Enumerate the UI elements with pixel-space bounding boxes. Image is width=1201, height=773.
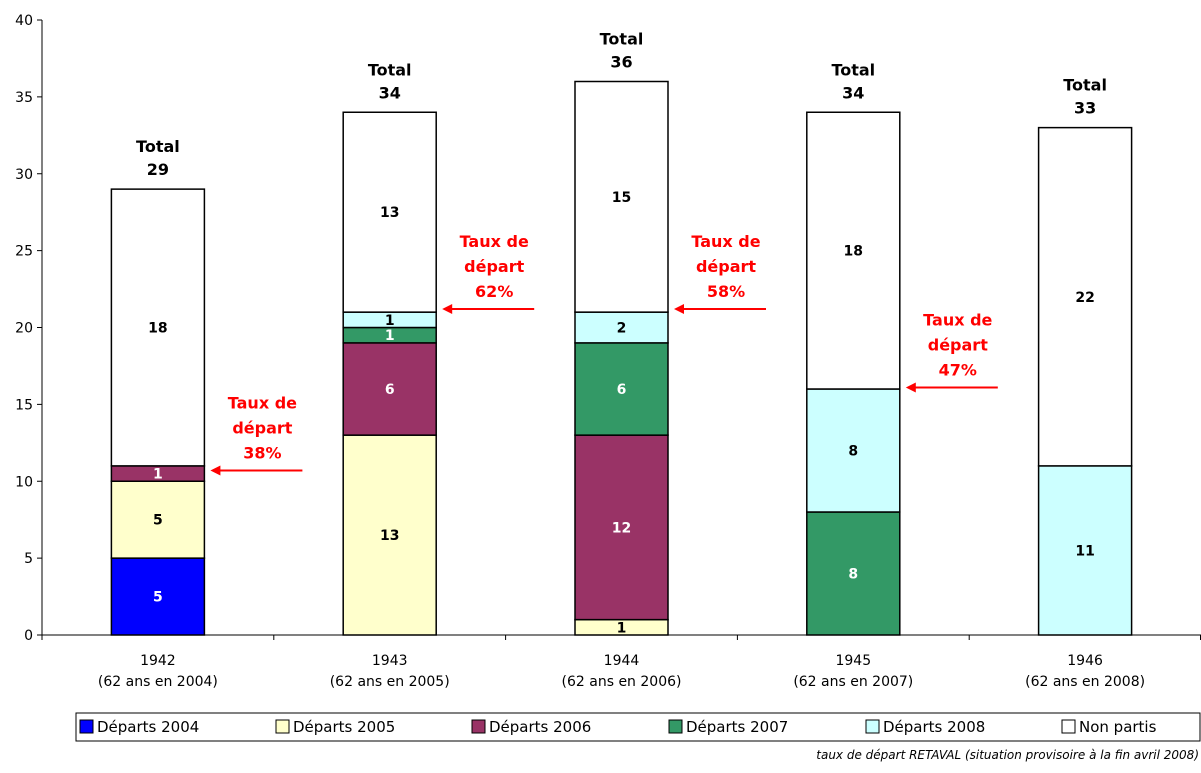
bar-segment [806, 511, 901, 636]
total-label: Total [1063, 76, 1107, 95]
bar-value-label: 18 [844, 244, 863, 260]
bar-value-label: 1 [153, 467, 163, 483]
total-value: 33 [1074, 99, 1096, 118]
x-category-label: (62 ans en 2005) [330, 674, 450, 690]
bar-segment [110, 188, 206, 467]
bar-value-label: 6 [617, 382, 627, 398]
rate-annotation-text: Taux de [923, 310, 992, 329]
legend-swatch [668, 719, 683, 734]
total-value: 29 [147, 160, 169, 179]
bar-segment [574, 80, 669, 313]
y-tick-label: 20 [15, 321, 33, 337]
total-value: 36 [610, 53, 632, 72]
bar-value-label: 1 [385, 328, 395, 344]
y-tick-label: 30 [15, 167, 33, 183]
bar-segment [342, 434, 437, 636]
x-category-label: (62 ans en 2004) [98, 674, 218, 690]
legend-label: Départs 2006 [489, 718, 591, 736]
y-tick-label: 15 [15, 397, 33, 413]
chart-footnote: taux de départ RETAVAL (situation provis… [816, 748, 1199, 762]
rate-annotation-text: Taux de [691, 232, 760, 251]
x-category-label: 1944 [604, 653, 640, 669]
x-category-label: (62 ans en 2006) [562, 674, 682, 690]
x-category-label: 1942 [140, 653, 176, 669]
legend-label: Départs 2007 [686, 718, 788, 736]
bar-segment [806, 388, 901, 513]
bar-segment [574, 311, 669, 344]
legend-swatch [471, 719, 486, 734]
bar-value-label: 1 [617, 620, 627, 636]
legend-label: Non partis [1079, 718, 1157, 736]
bar-value-label: 2 [617, 321, 627, 337]
y-tick-label: 40 [15, 13, 33, 29]
bar-value-label: 13 [380, 528, 399, 544]
x-category-label: 1945 [835, 653, 871, 669]
bar-value-label: 15 [612, 190, 631, 206]
bar-value-label: 13 [380, 205, 399, 221]
y-tick-label: 5 [24, 551, 33, 567]
legend-label: Départs 2004 [97, 718, 199, 736]
rate-arrowhead [442, 304, 453, 315]
total-value: 34 [379, 83, 401, 102]
bar-segment [110, 557, 206, 636]
rate-arrowhead [210, 465, 221, 476]
bar-segment [110, 480, 206, 559]
rate-annotation-text: départ [464, 257, 524, 276]
y-tick-label: 0 [24, 628, 33, 644]
rate-annotation-text: Taux de [228, 393, 297, 412]
total-value: 34 [842, 83, 864, 102]
total-label: Total [368, 60, 412, 79]
bar-segment [574, 342, 669, 436]
y-tick-label: 10 [15, 474, 33, 490]
bar-segment [342, 111, 437, 313]
x-category-label: (62 ans en 2007) [793, 674, 913, 690]
total-label: Total [831, 60, 875, 79]
rate-annotation-text: 47% [939, 360, 977, 379]
bar-segment [1037, 126, 1133, 467]
bar-value-label: 22 [1075, 290, 1094, 306]
legend-swatch [79, 719, 94, 734]
rate-annotation-text: départ [696, 257, 756, 276]
bar-segment [1037, 465, 1133, 636]
bar-segment [806, 111, 901, 390]
bar-value-label: 1 [385, 313, 395, 329]
bar-value-label: 5 [153, 513, 163, 529]
bar-value-label: 18 [148, 321, 167, 337]
rate-annotation-text: Taux de [460, 232, 529, 251]
total-label: Total [136, 137, 180, 156]
bar-segment [574, 434, 669, 621]
bar-segment [342, 342, 437, 436]
x-category-label: 1943 [372, 653, 408, 669]
legend-label: Départs 2005 [293, 718, 395, 736]
legend-swatch [865, 719, 880, 734]
y-tick-label: 25 [15, 244, 33, 260]
y-tick-label: 35 [15, 90, 33, 106]
total-label: Total [600, 30, 644, 49]
bar-value-label: 8 [848, 444, 858, 460]
rate-arrowhead [674, 304, 684, 315]
rate-annotation-text: départ [232, 418, 292, 437]
bar-value-label: 12 [612, 520, 631, 536]
legend-swatch [1061, 719, 1076, 734]
bar-value-label: 5 [153, 590, 163, 606]
rate-arrowhead [905, 382, 916, 393]
legend-box [75, 712, 1201, 742]
legend-swatch [275, 719, 290, 734]
legend-label: Départs 2008 [883, 718, 985, 736]
x-category-label: 1946 [1067, 653, 1103, 669]
rate-annotation-text: 58% [707, 282, 745, 301]
rate-annotation-text: 62% [475, 282, 513, 301]
x-category-label: (62 ans en 2008) [1025, 674, 1145, 690]
rate-annotation-text: départ [928, 335, 988, 354]
rate-annotation-text: 38% [243, 443, 281, 462]
bar-value-label: 6 [385, 382, 395, 398]
bar-value-label: 8 [848, 567, 858, 583]
bar-value-label: 11 [1075, 543, 1094, 559]
